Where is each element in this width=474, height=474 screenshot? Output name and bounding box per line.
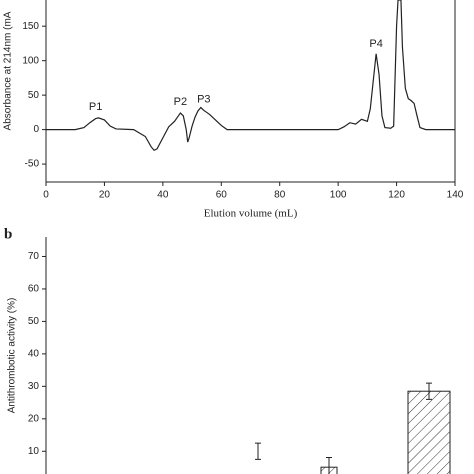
y-tick-label: 50 [28, 316, 40, 327]
error-bar [426, 382, 432, 400]
x-tick-label: 40 [157, 190, 169, 201]
y-tick-label: 150 [22, 21, 39, 32]
y-axis-label: Antithrombotic activity (%) [7, 298, 18, 414]
y-tick-label: 10 [28, 446, 40, 457]
y-tick-label: 0 [33, 124, 39, 135]
y-tick-label: 60 [28, 284, 40, 295]
chromatogram-line [46, 0, 455, 152]
y-tick-label: -50 [25, 159, 40, 170]
bar [407, 390, 451, 474]
x-tick-label: 80 [274, 190, 286, 201]
y-tick-label: 50 [28, 90, 40, 101]
x-tick-label: 140 [447, 190, 464, 201]
x-tick-label: 60 [216, 190, 228, 201]
axis-frame [45, 0, 456, 183]
peak-label: P3 [197, 93, 210, 105]
panel-label: b [4, 226, 12, 242]
y-axis-label: Absorbance at 214nm (mA [3, 11, 14, 130]
y-tick-label: 30 [28, 381, 40, 392]
x-tick-label: 120 [388, 190, 405, 201]
y-tick-label: 40 [28, 349, 40, 360]
x-tick-label: 100 [330, 190, 347, 201]
peak-label: P2 [174, 96, 187, 108]
peak-label: P1 [89, 101, 102, 113]
x-tick-label: 20 [99, 190, 111, 201]
y-tick-label: 100 [22, 55, 39, 66]
y-tick-label: 70 [28, 251, 40, 262]
error-bar [255, 442, 261, 460]
x-tick-label: 0 [43, 190, 49, 201]
x-axis-label: Elution volume (mL) [204, 208, 298, 220]
y-tick-label: 20 [28, 413, 40, 424]
peak-label: P4 [369, 38, 382, 50]
